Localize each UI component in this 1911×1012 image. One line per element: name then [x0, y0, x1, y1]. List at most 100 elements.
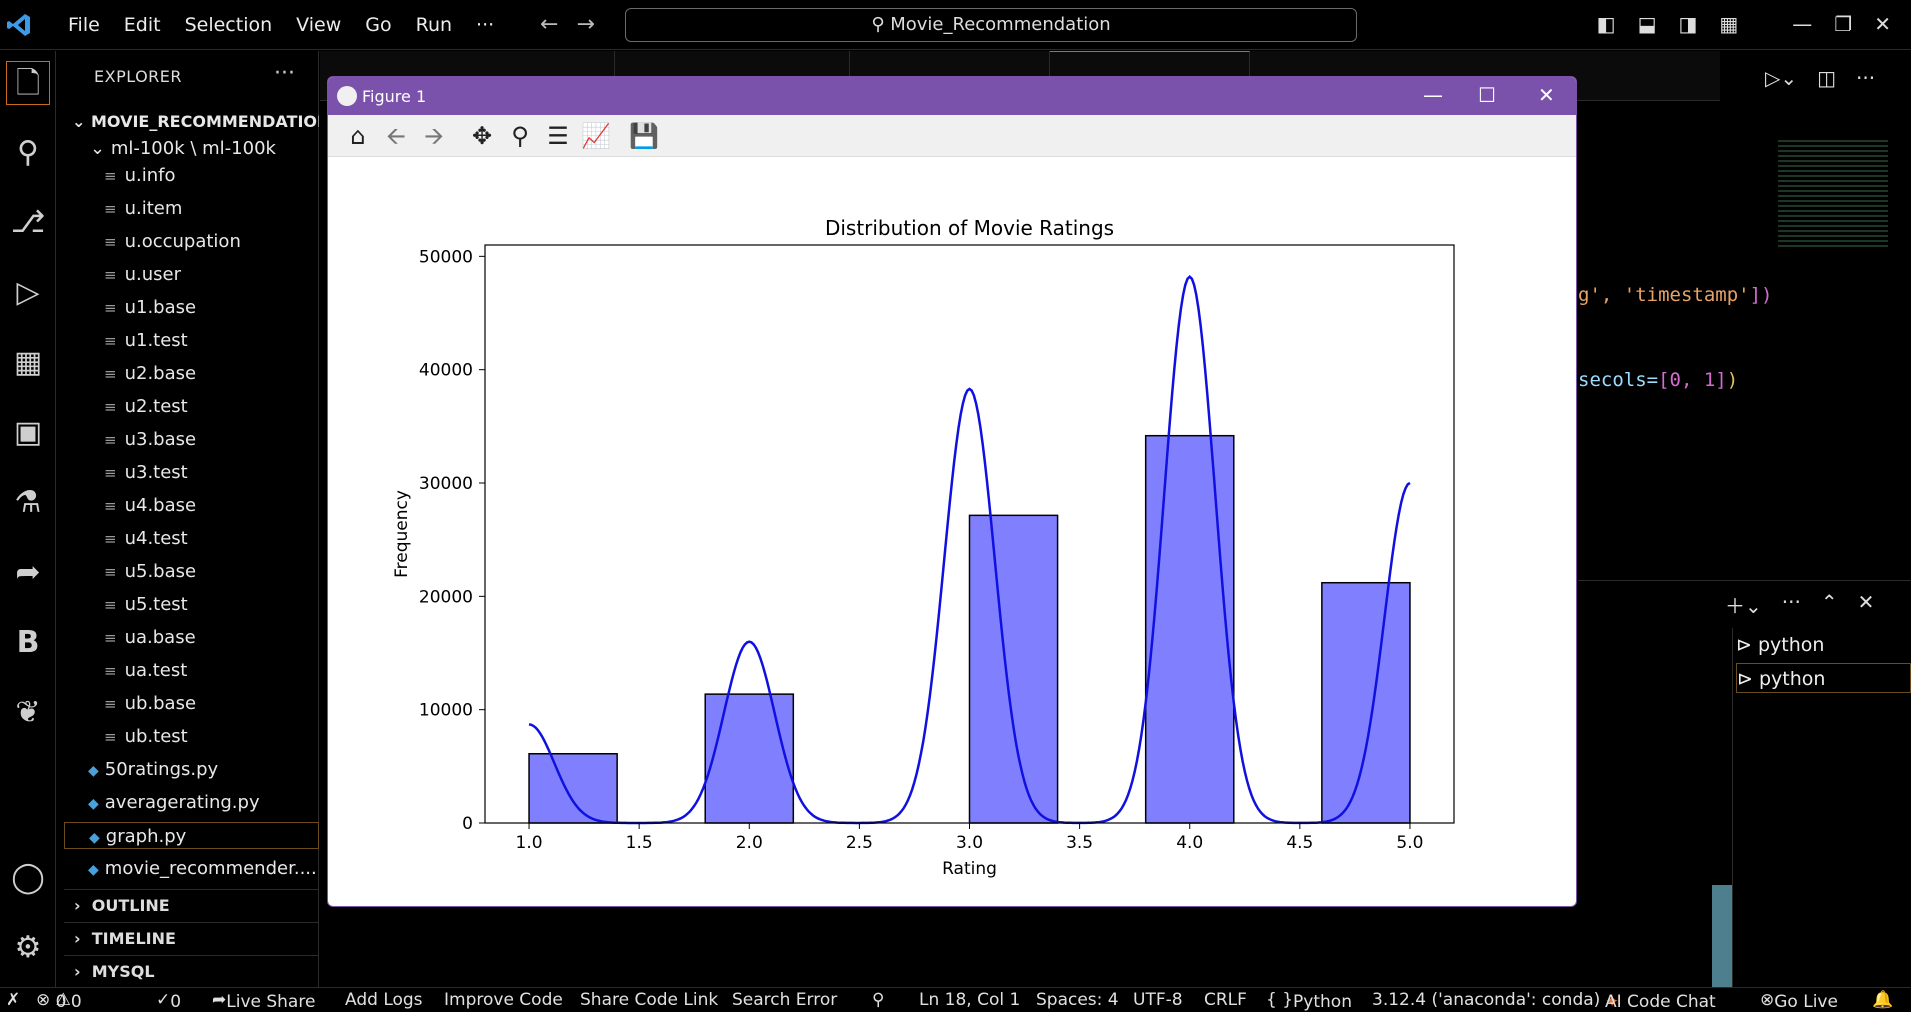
minimize-icon[interactable]: — [1792, 12, 1813, 36]
file-item[interactable]: ≡ u2.test [64, 393, 319, 420]
menu-run[interactable]: Run [415, 14, 453, 36]
menu-file[interactable]: File [68, 14, 100, 36]
project-folder[interactable]: ⌄ MOVIE_RECOMMENDATION [72, 112, 319, 131]
file-item[interactable]: ≡ u5.test [64, 591, 319, 618]
python-file-item[interactable]: ◆ averagerating.py [64, 789, 319, 816]
menu-view[interactable]: View [296, 14, 342, 36]
split-editor-icon[interactable]: ◫ [1817, 66, 1837, 90]
menu-edit[interactable]: Edit [123, 14, 161, 36]
maximize-panel-icon[interactable]: ⌃ [1820, 590, 1838, 614]
file-item[interactable]: ≡ ub.test [64, 723, 319, 750]
ports-indicator[interactable]: ✓ 0 [156, 990, 182, 1012]
terminal-item[interactable]: ⊳ python [1736, 634, 1825, 656]
accounts-icon[interactable]: ◯ [11, 860, 45, 895]
problems-indicator[interactable]: ⊗ 0 ⚠ 0 [36, 990, 82, 1012]
b-extension-icon[interactable]: B [16, 625, 40, 660]
menu-more[interactable]: ··· [476, 14, 495, 36]
forward-icon[interactable]: 🡪 [424, 122, 444, 150]
menu-selection[interactable]: Selection [184, 14, 273, 36]
remote-explorer-icon[interactable]: ▣ [13, 415, 43, 450]
mongodb-leaf-icon[interactable]: ❦ [15, 695, 41, 730]
python-file-item[interactable]: ◆ graph.py [64, 822, 319, 849]
file-item[interactable]: ≡ u4.base [64, 492, 319, 519]
share-code-link-button[interactable]: Share Code Link [580, 990, 719, 1010]
zoom-status-icon[interactable]: ⚲ [872, 990, 885, 1010]
close-icon[interactable]: ✕ [1874, 12, 1891, 36]
figure-maximize-icon[interactable]: ☐ [1478, 83, 1496, 107]
language-mode[interactable]: { } Python [1266, 990, 1352, 1012]
code-line[interactable]: g', 'timestamp']) [1578, 284, 1773, 306]
python-interpreter[interactable]: 3.12.4 ('anaconda': conda) [1372, 990, 1601, 1010]
improve-code-button[interactable]: Improve Code [444, 990, 563, 1010]
forward-arrow-icon[interactable]: → [576, 12, 595, 37]
ml-100k-folder[interactable]: ⌄ ml-100k \ ml-100k [90, 138, 276, 159]
source-control-icon[interactable]: ⎇ [10, 205, 46, 240]
restore-icon[interactable]: ❐ [1834, 12, 1853, 36]
minimap[interactable] [1778, 140, 1888, 250]
add-logs-button[interactable]: Add Logs [345, 990, 423, 1010]
encoding[interactable]: UTF-8 [1133, 990, 1183, 1010]
live-share-icon[interactable]: ➦ [15, 555, 41, 590]
more-actions-icon[interactable]: ··· [274, 61, 295, 86]
back-icon[interactable]: 🡨 [386, 122, 406, 150]
explorer-icon[interactable]: 🗋 [6, 61, 50, 105]
home-icon[interactable]: ⌂ [350, 122, 366, 150]
notifications-bell-icon[interactable]: 🔔 [1872, 990, 1894, 1010]
extensions-icon[interactable]: ▦ [13, 345, 43, 380]
file-item[interactable]: ≡ u.user [64, 261, 319, 288]
file-name: u.user [124, 264, 181, 285]
figure-minimize-icon[interactable]: — [1423, 83, 1443, 107]
terminal-scrollbar[interactable] [1712, 885, 1732, 987]
remote-indicator-icon[interactable]: ✗ [6, 990, 21, 1010]
back-arrow-icon[interactable]: ← [540, 12, 559, 37]
zoom-icon[interactable]: ⚲ [511, 122, 529, 150]
search-error-button[interactable]: Search Error [732, 990, 838, 1010]
file-item[interactable]: ≡ u2.base [64, 360, 319, 387]
file-item[interactable]: ≡ ua.test [64, 657, 319, 684]
toggle-primary-sidebar-icon[interactable]: ◧ [1596, 12, 1616, 36]
search-icon[interactable]: ⚲ [17, 135, 39, 170]
customize-layout-icon[interactable]: ▦ [1719, 12, 1739, 36]
live-share-button[interactable]: ➦ Live Share [212, 990, 316, 1012]
file-item[interactable]: ≡ u3.base [64, 426, 319, 453]
file-item[interactable]: ≡ u.info [64, 162, 319, 189]
more-actions-icon[interactable]: ··· [1781, 590, 1801, 614]
file-item[interactable]: ≡ u.occupation [64, 228, 319, 255]
mysql-section[interactable]: › MYSQL [64, 955, 319, 987]
file-item[interactable]: ≡ ub.base [64, 690, 319, 717]
timeline-section[interactable]: › TIMELINE [64, 922, 319, 954]
file-item[interactable]: ≡ ua.base [64, 624, 319, 651]
file-item[interactable]: ≡ u1.test [64, 327, 319, 354]
close-panel-icon[interactable]: ✕ [1857, 590, 1875, 614]
figure-close-icon[interactable]: ✕ [1538, 83, 1555, 107]
toggle-secondary-sidebar-icon[interactable]: ◨ [1678, 12, 1698, 36]
cursor-position[interactable]: Ln 18, Col 1 [919, 990, 1021, 1010]
indentation[interactable]: Spaces: 4 [1036, 990, 1119, 1010]
toggle-panel-icon[interactable]: ⬓ [1637, 12, 1657, 36]
configure-subplots-icon[interactable]: ☰ [547, 122, 569, 150]
new-terminal-icon[interactable]: ＋⌄ [1725, 594, 1762, 618]
x-tick-label: 3.0 [956, 833, 983, 853]
run-debug-icon[interactable]: ▷ [16, 275, 40, 310]
file-item[interactable]: ≡ u.item [64, 195, 319, 222]
more-actions-icon[interactable]: ··· [1856, 66, 1876, 90]
edit-axis-icon[interactable]: 📈 [581, 122, 611, 150]
testing-icon[interactable]: ⚗ [14, 485, 42, 520]
outline-section[interactable]: › OUTLINE [64, 889, 319, 921]
save-figure-icon[interactable]: 💾 [629, 122, 659, 150]
code-line[interactable]: secols=[0, 1]) [1578, 369, 1739, 391]
pan-icon[interactable]: ✥ [471, 122, 493, 150]
run-python-icon[interactable]: ▷⌄ [1765, 66, 1798, 90]
line-endings[interactable]: CRLF [1204, 990, 1247, 1010]
python-file-item[interactable]: ◆ 50ratings.py [64, 756, 319, 783]
file-item[interactable]: ≡ u1.base [64, 294, 319, 321]
file-item[interactable]: ≡ u4.test [64, 525, 319, 552]
go-live-button[interactable]: ⊗ Go Live [1760, 990, 1838, 1012]
file-item[interactable]: ≡ u3.test [64, 459, 319, 486]
menu-go[interactable]: Go [365, 14, 392, 36]
python-file-item[interactable]: ◆ movie_recommender.... [64, 855, 319, 882]
terminal-item-active[interactable]: ⊳ python [1736, 663, 1911, 693]
command-center-search[interactable]: ⚲ Movie_Recommendation [625, 8, 1357, 42]
file-item[interactable]: ≡ u5.base [64, 558, 319, 585]
settings-gear-icon[interactable]: ⚙ [14, 930, 42, 965]
